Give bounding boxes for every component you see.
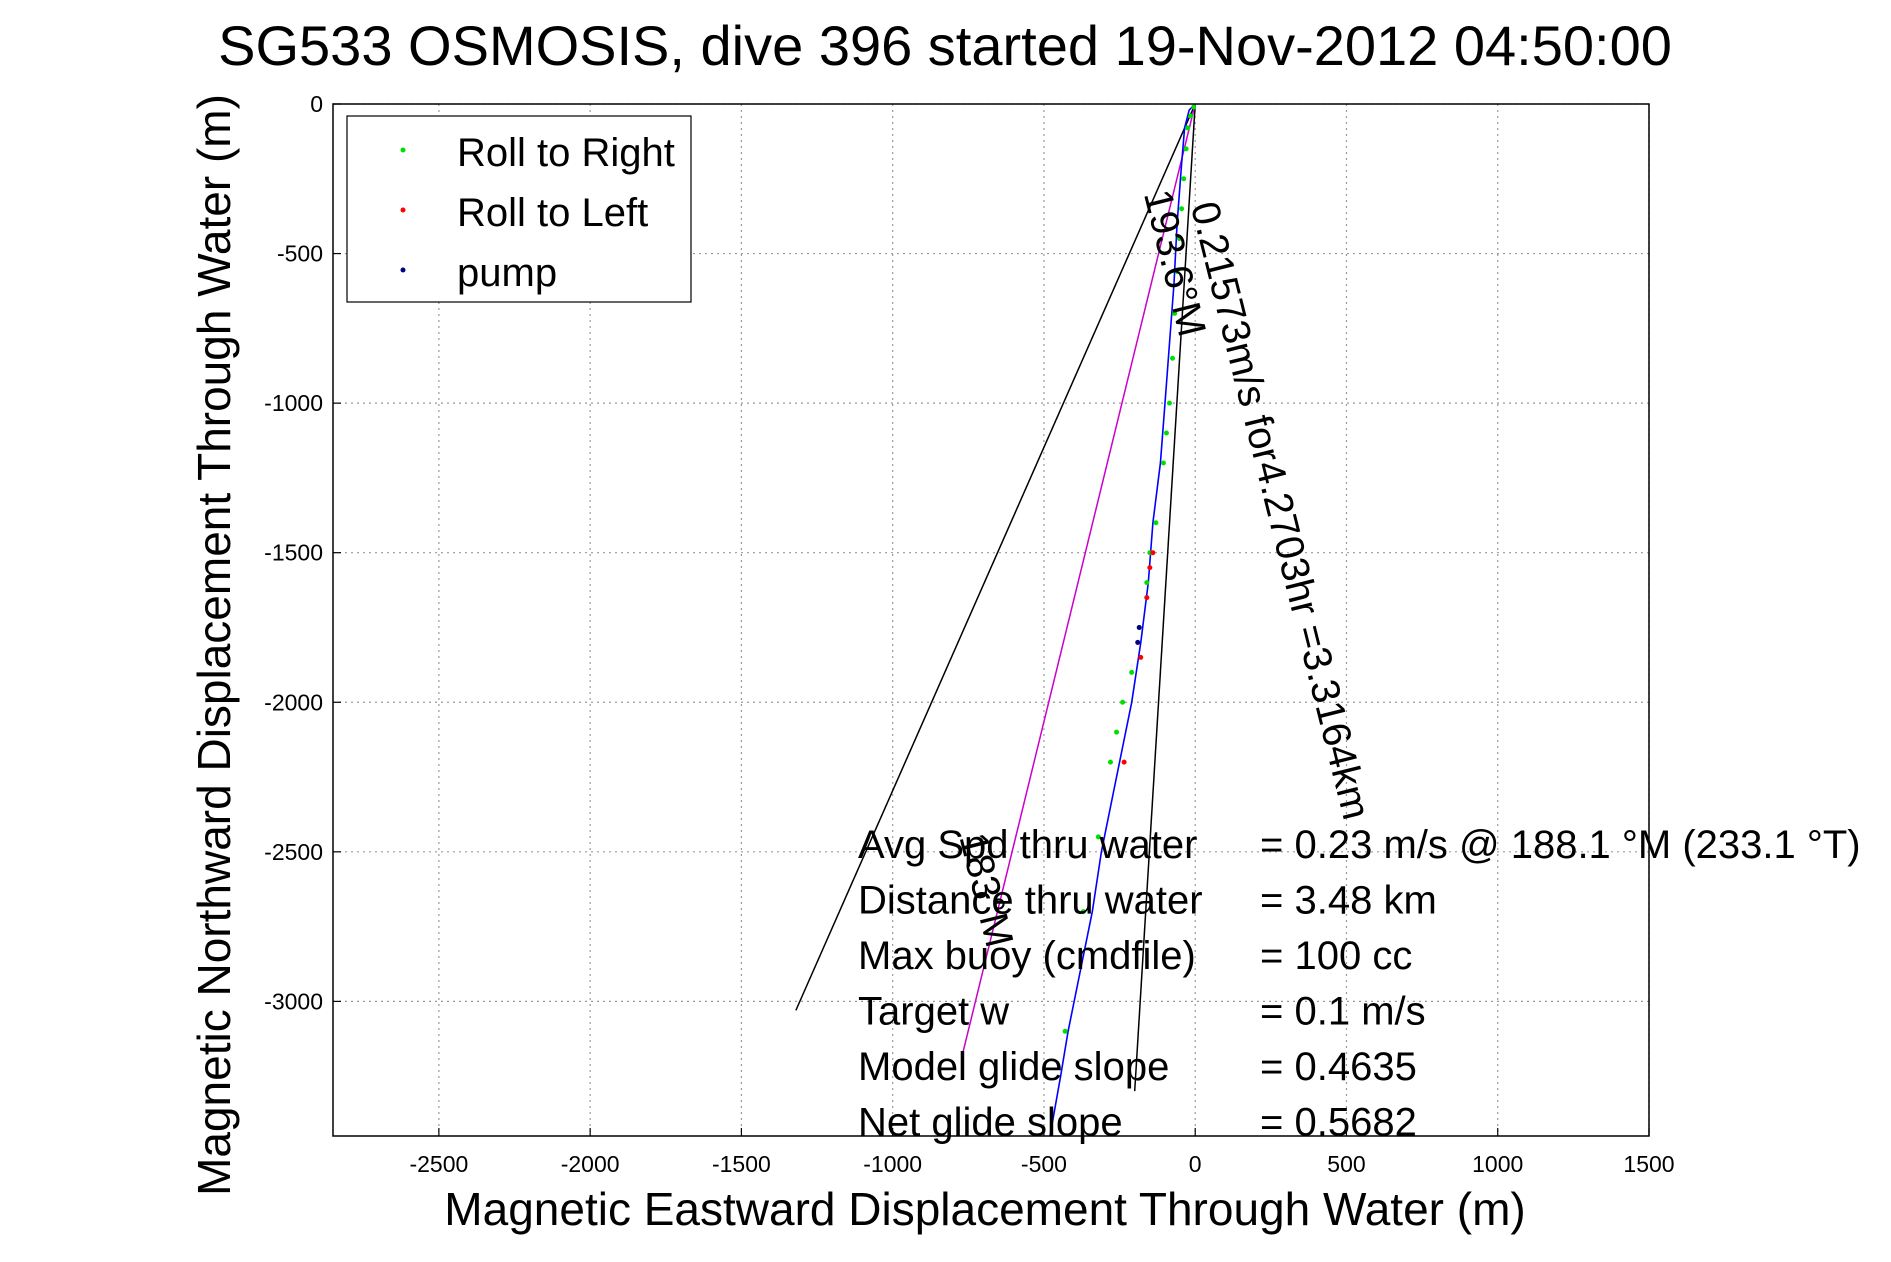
stats-block: Avg Spd thru water = 0.23 m/s @ 188.1 °M … [858,823,1861,1145]
reference-line [1133,104,1196,1092]
x-tick-label: -2500 [409,1151,468,1177]
y-tick-label: -3000 [264,988,323,1014]
roll-right-point [1114,729,1120,735]
y-tick-label: -500 [277,241,323,267]
stat-value: = 3.48 km [1260,879,1437,923]
stat-value: = 0.5682 [1260,1101,1417,1145]
x-tick-label: -1500 [712,1151,771,1177]
legend-label: Roll to Right [457,131,675,175]
chart-title: SG533 OSMOSIS, dive 396 started 19-Nov-2… [218,14,1672,77]
roll-right-point [1191,104,1197,110]
y-tick-label: -1500 [264,540,323,566]
roll-left-point [1138,654,1144,660]
roll-left-point [1144,595,1150,601]
pump-point [1135,639,1141,645]
pump-point [1136,624,1142,630]
legend: Roll to Right Roll to Left pump [346,115,692,303]
x-tick-label: -1000 [863,1151,922,1177]
legend-marker [400,147,406,153]
line-annotation: 0.21573m/s for4.2703hr =3.3164km [1182,197,1378,824]
roll-right-point [1176,236,1182,242]
roll-right-point [1095,834,1101,840]
roll-right-point [1179,206,1185,212]
stat-label: Max buoy (cmdfile) [858,934,1196,978]
x-tick-label: 1500 [1623,1151,1674,1177]
reference-lines [795,104,1196,1092]
stat-label: Model glide slope [858,1045,1169,1089]
stat-value: = 0.1 m/s [1260,990,1426,1034]
x-tick-label: -500 [1021,1151,1067,1177]
roll-right-point [1188,113,1194,119]
stat-value: = 100 cc [1260,934,1412,978]
roll-right-point [1181,176,1187,182]
stat-value: = 0.4635 [1260,1045,1417,1089]
y-tick-label: -1000 [264,390,323,416]
x-tick-label: -2000 [561,1151,620,1177]
roll-right-point [1170,355,1176,361]
stat-label: Target w [858,990,1009,1034]
roll-right-point [1062,1028,1068,1034]
tick-labels: -2500 -2000 -1500 -1000 -500 0 500 1000 1500 0 -50… [264,91,1674,1177]
roll-right-point [1183,146,1189,152]
roll-right-point [1163,430,1169,436]
roll-right-point [1172,310,1178,316]
roll-right-point [1174,269,1180,275]
legend-label: Roll to Left [457,191,648,235]
roll-right-point [1107,759,1113,765]
roll-right-point [1120,699,1126,705]
roll-right-point [1185,125,1191,131]
legend-label: pump [457,251,557,295]
roll-right-point [1166,400,1172,406]
roll-right-point [1160,460,1166,466]
legend-marker [400,267,406,273]
x-tick-label: 0 [1189,1151,1202,1177]
roll-points [1062,104,1197,1034]
roll-right-point [1080,909,1086,915]
y-tick-label: -2000 [264,689,323,715]
roll-right-point [1144,580,1150,586]
y-tick-label: -2500 [264,839,323,865]
x-tick-label: 500 [1327,1151,1365,1177]
roll-left-point [1150,550,1156,556]
reference-line [795,104,1196,1011]
roll-right-point [1153,520,1159,526]
y-tick-label: 0 [310,91,323,117]
stat-value: = 0.23 m/s @ 188.1 °M (233.1 °T) [1260,823,1861,867]
stat-label: Avg Spd thru water [858,823,1197,867]
plot-frame [332,103,1650,1137]
legend-marker [400,207,406,213]
roll-left-point [1147,565,1153,571]
x-tick-label: 1000 [1472,1151,1523,1177]
roll-left-point [1121,759,1127,765]
y-axis-label: Magnetic Northward Displacement Through … [188,94,240,1196]
stat-label: Distance thru water [858,879,1203,923]
stat-label: Net glide slope [858,1101,1123,1145]
roll-right-point [1129,669,1135,675]
reference-line [961,104,1196,1056]
x-axis-label: Magnetic Eastward Displacement Through W… [444,1183,1525,1235]
